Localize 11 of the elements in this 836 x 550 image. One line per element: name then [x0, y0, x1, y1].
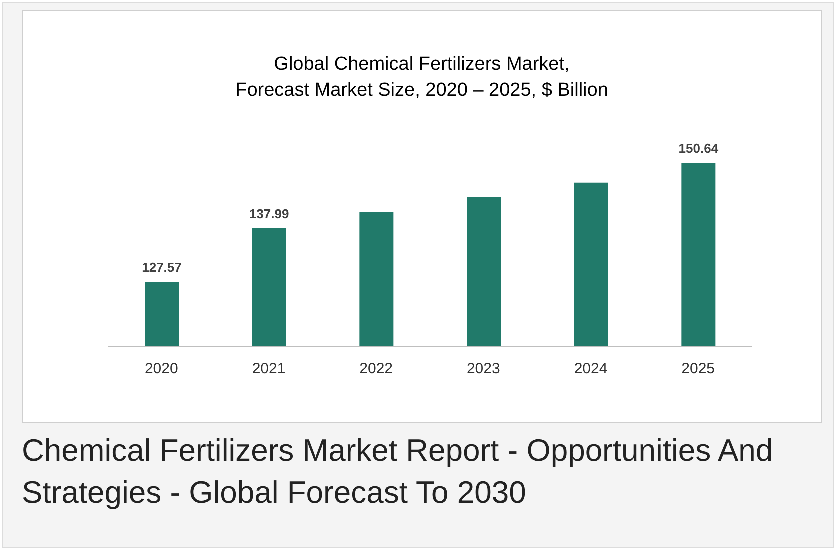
data-label: 150.64 — [678, 141, 720, 156]
x-tick-label: 2025 — [682, 360, 716, 378]
x-tick-label: 2021 — [252, 360, 286, 378]
x-tick-label: 2024 — [574, 360, 608, 378]
text: Chemical Fertilizers Market Report - Opportunities And Strategies - Global Forecast To 2030 — [22, 432, 774, 512]
data-label: 127.57 — [142, 260, 182, 276]
chart-title: Global Chemical Fertilizers Market, Forecast Market Size, 2020 – 2025, $ Billion — [234, 53, 610, 103]
x-tick-label: 2022 — [360, 360, 394, 378]
x-tick-label: 2023 — [466, 360, 500, 378]
data-label: 137.99 — [249, 206, 290, 222]
x-tick-label: 2020 — [144, 360, 178, 378]
